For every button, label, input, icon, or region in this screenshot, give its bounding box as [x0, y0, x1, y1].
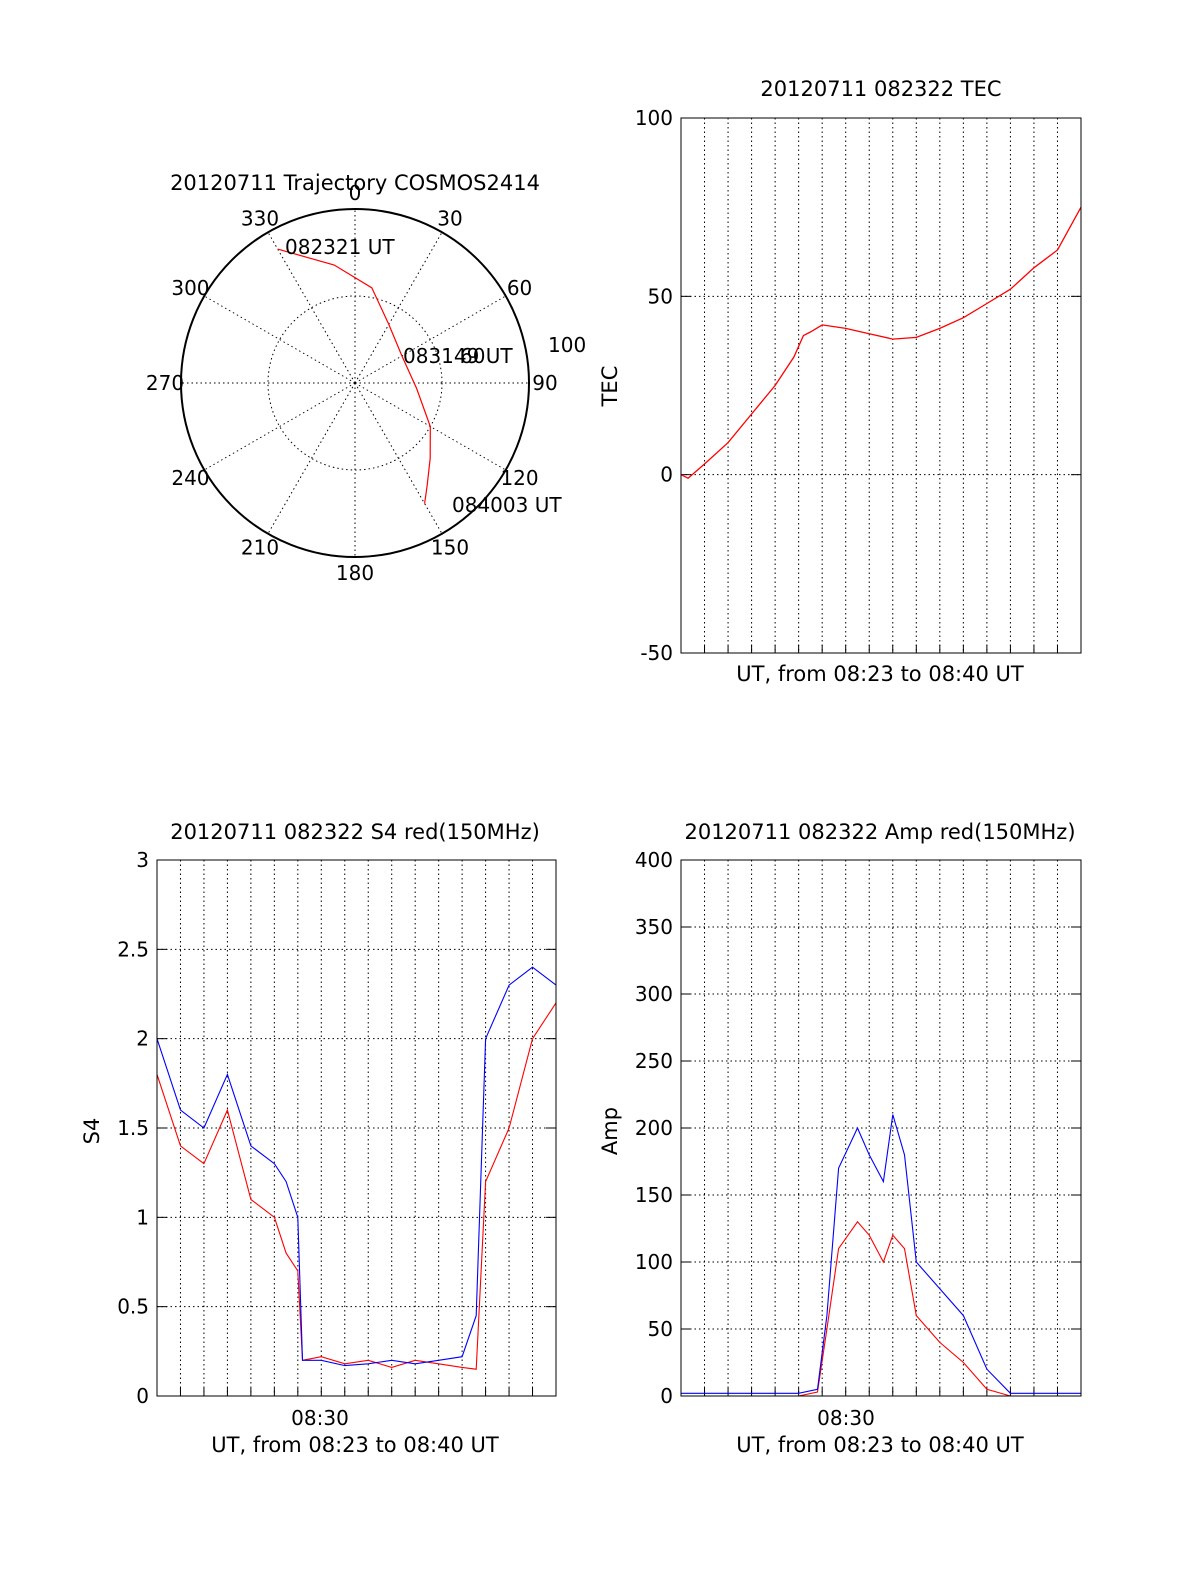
s4-x-axis-label: UT, from 08:23 to 08:40 UT	[211, 1433, 499, 1457]
s4-y-tick-label: 2.5	[117, 937, 149, 961]
polar-outer-circle	[180, 208, 530, 558]
amp-x-axis-label: UT, from 08:23 to 08:40 UT	[736, 1433, 1024, 1457]
amp-y-tick-label: 200	[635, 1116, 673, 1140]
polar-angle-label-210: 210	[241, 536, 279, 560]
s4-y-tick-label: 0.5	[117, 1295, 149, 1319]
s4-title: 20120711 082322 S4 red(150MHz)	[170, 820, 540, 844]
amp-y-tick-label: 300	[635, 982, 673, 1006]
polar-spoke-240	[204, 382, 356, 471]
polar-angle-label-180: 180	[336, 561, 374, 585]
amp-y-tick-label: 0	[660, 1384, 673, 1408]
polar-spoke-60	[354, 295, 506, 384]
s4-y-axis-label: S4	[80, 1118, 104, 1145]
s4-plot: 20120711 082322 S4 red(150MHz) 0 0.5 1 1.5 2…	[80, 820, 557, 1457]
tec-y-tick-label: 100	[635, 106, 673, 130]
amp-frame	[680, 859, 1082, 1397]
amp-grid	[681, 860, 1081, 1396]
amp-y-axis-label: Amp	[598, 1107, 622, 1155]
polar-radial-label-60: 60	[460, 344, 485, 368]
polar-spokes	[181, 209, 529, 557]
amp-red-series-line	[681, 1220, 1081, 1397]
amp-y-tick-label: 400	[635, 848, 673, 872]
polar-angle-label-150: 150	[431, 536, 469, 560]
tec-grid	[681, 118, 1081, 653]
polar-angle-label-330: 330	[241, 206, 279, 230]
polar-radial-label-100: 100	[548, 333, 586, 357]
polar-angle-label-120: 120	[500, 466, 538, 490]
polar-angle-label-270: 270	[146, 371, 184, 395]
amp-y-ticks: 0 50 100 150 200 250 300 350 400	[635, 848, 1081, 1408]
polar-angle-label-300: 300	[171, 276, 209, 300]
polar-spoke-210	[267, 382, 356, 534]
amp-blue-series-line	[681, 1114, 1081, 1394]
tec-y-axis-label: TEC	[598, 366, 622, 408]
tec-series-line	[680, 206, 1082, 479]
polar-angle-label-30: 30	[437, 206, 462, 230]
s4-frame	[156, 859, 557, 1397]
s4-red-series-line	[156, 1002, 557, 1370]
polar-annotation-start: 082321 UT	[285, 235, 395, 259]
s4-grid	[157, 860, 556, 1396]
s4-x-tick-label: 08:30	[291, 1406, 349, 1430]
s4-y-ticks: 0 0.5 1 1.5 2 2.5 3	[117, 848, 556, 1408]
s4-y-tick-label: 1.5	[117, 1116, 149, 1140]
amp-title: 20120711 082322 Amp red(150MHz)	[684, 820, 1075, 844]
s4-y-tick-label: 0	[136, 1384, 149, 1408]
tec-plot: 20120711 082322 TEC -50 0 50 100 UT, from 0…	[598, 77, 1082, 686]
polar-annotation-mid: 083149 UT	[403, 344, 513, 368]
polar-spoke-330	[267, 232, 356, 384]
polar-annotation-end: 084003 UT	[452, 493, 562, 517]
amp-y-tick-label: 150	[635, 1183, 673, 1207]
s4-y-tick-label: 1	[136, 1205, 149, 1229]
s4-y-tick-label: 2	[136, 1027, 149, 1051]
polar-trajectory-plot: 20120711 Trajectory COSMOS2414 0 30 60 90 12…	[146, 171, 586, 585]
amp-x-tick-label: 08:30	[817, 1406, 875, 1430]
polar-angle-label-90: 90	[532, 371, 557, 395]
polar-angle-label-240: 240	[171, 466, 209, 490]
amp-y-tick-label: 100	[635, 1250, 673, 1274]
polar-trajectory-line	[277, 248, 431, 504]
s4-blue-series-line	[156, 966, 557, 1367]
tec-y-ticks: -50 0 50 100	[635, 106, 1081, 665]
tec-y-tick-label: 0	[660, 463, 673, 487]
polar-spoke-300	[204, 295, 356, 384]
tec-y-tick-label: -50	[640, 641, 673, 665]
polar-angle-label-0: 0	[349, 181, 362, 205]
polar-angle-labels: 0 30 60 90 120 150 180 210 240 270 300 330	[146, 181, 558, 585]
amp-y-tick-label: 250	[635, 1049, 673, 1073]
polar-spoke-150	[354, 382, 443, 534]
polar-angle-label-60: 60	[507, 276, 532, 300]
polar-spoke-30	[354, 232, 443, 384]
tec-title: 20120711 082322 TEC	[760, 77, 1001, 101]
tec-x-axis-label: UT, from 08:23 to 08:40 UT	[736, 662, 1024, 686]
amp-plot: 20120711 082322 Amp red(150MHz) 0 50 100 15…	[598, 820, 1082, 1457]
s4-y-tick-label: 3	[136, 848, 149, 872]
polar-title: 20120711 Trajectory COSMOS2414	[170, 171, 540, 195]
amp-y-tick-label: 50	[648, 1317, 673, 1341]
tec-frame	[680, 117, 1082, 654]
tec-y-tick-label: 50	[648, 284, 673, 308]
amp-y-tick-label: 350	[635, 915, 673, 939]
